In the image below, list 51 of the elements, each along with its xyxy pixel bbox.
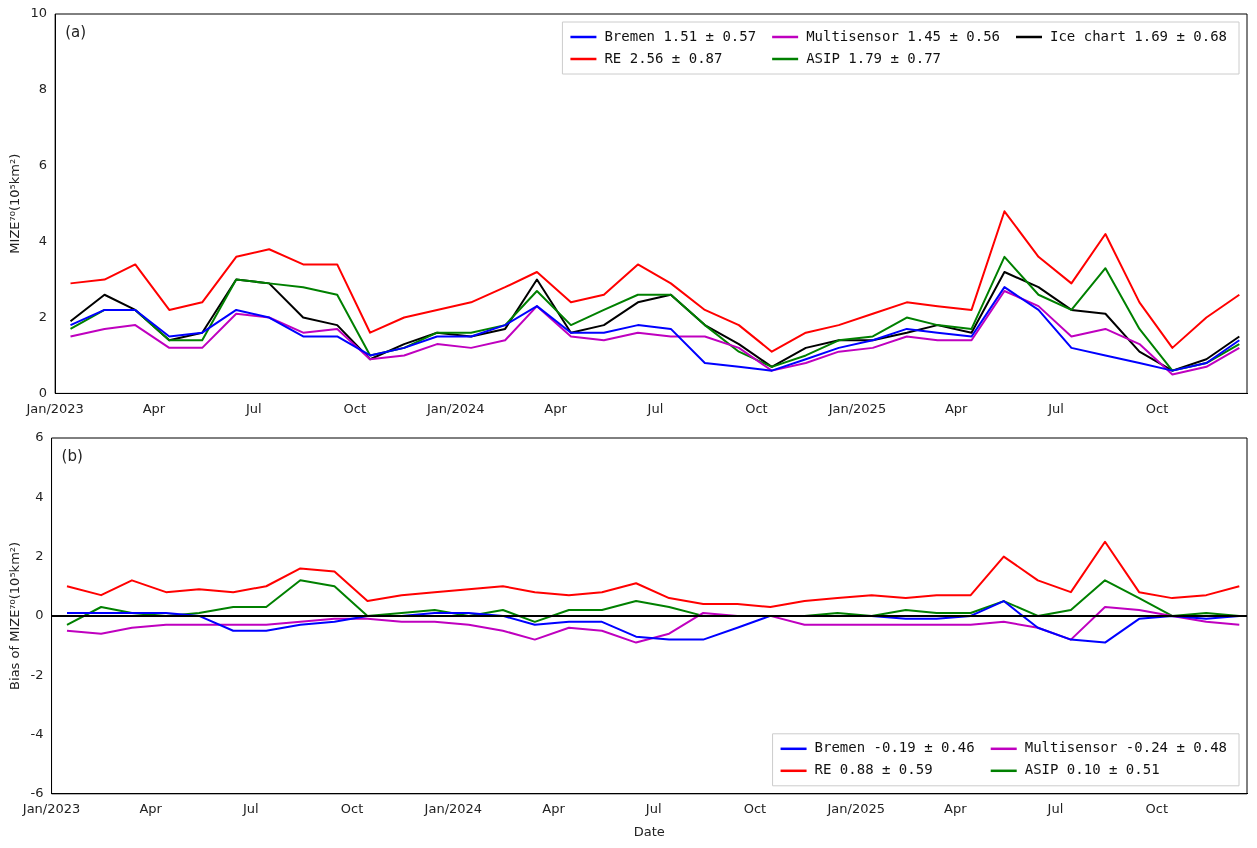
x-tick-label: Jan/2023 (21, 800, 81, 816)
y-tick-label: 8 (38, 81, 48, 97)
annotation: (a) (65, 23, 87, 42)
x-tick-label: Jul (1046, 800, 1064, 816)
x-tick-label: Jul (241, 800, 259, 816)
legend-label: ASIP 0.10 ± 0.51 (1024, 761, 1160, 778)
x-tick-label: Apr (142, 400, 166, 416)
x-tick-label: Oct (743, 800, 767, 816)
x-tick-label: Jan/2024 (425, 400, 485, 416)
legend-label: Ice chart 1.69 ± 0.68 (1050, 27, 1228, 44)
x-tick-label: Apr (139, 800, 163, 816)
y-axis-title: Bias of MIZE⁷⁰(10⁵km²) (7, 541, 23, 690)
y-tick-label: 4 (35, 488, 44, 504)
legend-label: ASIP 1.79 ± 0.77 (806, 49, 941, 66)
x-tick-label: Oct (745, 400, 768, 416)
x-tick-label: Jan/2025 (827, 400, 887, 416)
x-tick-label: Apr (544, 400, 568, 416)
y-axis-title: MIZE⁷⁰(10⁵km²) (7, 153, 23, 254)
x-tick-label: Jul (644, 800, 662, 816)
y-tick-label: 4 (38, 233, 48, 249)
x-tick-label: Jan/2023 (25, 400, 84, 416)
y-tick-label: 2 (38, 308, 48, 324)
x-tick-label: Oct (1145, 400, 1169, 416)
x-tick-label: Jan/2024 (423, 800, 483, 816)
annotation: (b) (61, 447, 83, 466)
y-tick-label: -6 (30, 785, 44, 801)
x-tick-label: Apr (944, 800, 968, 816)
y-tick-label: 0 (35, 607, 44, 623)
x-axis-title: Date (633, 823, 665, 839)
legend-label: RE 0.88 ± 0.59 (814, 761, 933, 778)
y-tick-label: 0 (38, 384, 48, 400)
y-tick-label: -4 (30, 725, 44, 741)
legend-label: Multisensor 1.45 ± 0.56 (806, 27, 1001, 44)
x-tick-label: Apr (542, 800, 566, 816)
y-tick-label: 2 (35, 547, 44, 563)
x-tick-label: Jul (1047, 400, 1064, 416)
legend-label: Bremen 1.51 ± 0.57 (604, 27, 757, 44)
x-tick-label: Oct (1145, 800, 1168, 816)
x-tick-label: Jan/2025 (826, 800, 885, 816)
x-tick-label: Oct (343, 400, 366, 416)
legend-label: RE 2.56 ± 0.87 (604, 49, 723, 66)
legend-label: Bremen -0.19 ± 0.46 (814, 739, 975, 756)
y-tick-label: 10 (30, 5, 48, 21)
y-tick-label: -2 (30, 666, 44, 682)
x-tick-label: Jul (244, 400, 262, 416)
x-tick-label: Jul (646, 400, 664, 416)
y-tick-label: 6 (38, 157, 48, 173)
y-tick-label: 6 (35, 429, 44, 445)
x-tick-label: Oct (340, 800, 364, 816)
x-tick-label: Apr (944, 400, 969, 416)
legend-label: Multisensor -0.24 ± 0.48 (1024, 739, 1228, 756)
